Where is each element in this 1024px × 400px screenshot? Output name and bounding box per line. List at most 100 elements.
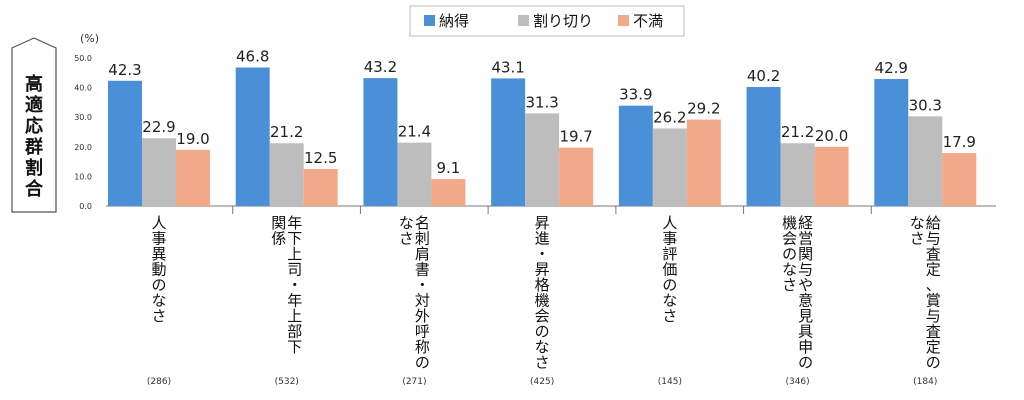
data-label: 29.2	[687, 100, 720, 118]
y-tick-label: 0.0	[79, 202, 92, 211]
data-label: 42.9	[875, 59, 908, 77]
bar	[235, 67, 270, 206]
legend: 納得 割り切り 不満	[409, 5, 685, 37]
category-label-char: 称	[415, 338, 430, 356]
bar	[874, 79, 909, 206]
category-label-char: な	[399, 214, 414, 232]
sample-size-label: (145)	[658, 377, 682, 387]
data-label: 20.0	[815, 127, 848, 145]
category-label-char: 機	[782, 214, 797, 232]
category-label-char: 申	[798, 338, 813, 356]
category-label-char: 年	[287, 214, 302, 232]
category-label-char: 機	[535, 292, 550, 310]
category-label-char: 見	[798, 307, 813, 325]
category-label-char: の	[782, 245, 797, 263]
data-label: 22.9	[142, 118, 175, 136]
category-label-char: 査	[926, 323, 941, 341]
category-label-char: さ	[910, 230, 925, 248]
y-axis-title: 高適応群割合	[25, 73, 44, 200]
category-label-char: 昇	[535, 214, 550, 232]
category-label-char: 賞	[926, 292, 941, 310]
category-label-char: の	[151, 276, 166, 294]
category-label-char: 対	[415, 292, 430, 310]
sample-size-label: (346)	[785, 377, 809, 387]
data-label: 33.9	[619, 86, 652, 104]
category-label-char: な	[662, 292, 677, 310]
category-label-char: 具	[798, 323, 813, 341]
category-label-char: 与	[926, 230, 941, 248]
category-label-char: ・	[287, 276, 302, 294]
y-title-box: 高適応群割合	[11, 37, 57, 213]
category-label-char: 名	[415, 214, 430, 232]
category-label-char: 外	[415, 307, 430, 325]
category-label-char: 査	[926, 245, 941, 263]
bar	[431, 179, 466, 206]
category-label-char: 年	[287, 292, 302, 310]
category-label-char: 事	[151, 230, 166, 248]
category-label-char: 評	[662, 245, 677, 263]
data-label: 17.9	[943, 133, 976, 151]
category-label-char: 呼	[415, 323, 430, 341]
data-label: 31.3	[525, 93, 558, 111]
category-label-char: 定	[926, 338, 941, 356]
data-label: 9.1	[436, 159, 460, 177]
sample-size-labels: (286) (532) (271) (425) (145) (346) (184)	[147, 377, 937, 387]
category-label-char: 下	[287, 230, 302, 248]
bar	[525, 113, 560, 206]
category-label-char: 意	[798, 292, 813, 310]
legend-swatch	[618, 15, 629, 26]
value-labels: 42.322.919.046.821.212.543.221.49.143.13…	[108, 47, 976, 177]
data-label: 21.2	[781, 123, 814, 141]
y-title-arrow-shape	[11, 37, 57, 213]
bar	[746, 87, 781, 206]
bar	[176, 149, 210, 206]
category-label-char: な	[910, 214, 925, 232]
legend-label: 不満	[633, 12, 663, 30]
category-label-char: の	[926, 354, 941, 372]
data-label: 30.3	[909, 96, 942, 114]
bar	[814, 146, 849, 206]
data-label: 19.7	[559, 128, 592, 146]
category-label-char: 上	[287, 245, 302, 263]
category-label-char: 与	[798, 261, 813, 279]
category-label-char: さ	[662, 307, 677, 325]
data-label: 43.1	[491, 58, 524, 76]
category-label-char: 会	[782, 230, 797, 248]
data-label: 43.2	[364, 58, 397, 76]
category-label-char: 会	[535, 307, 550, 325]
category-label-char: 格	[535, 276, 550, 294]
y-axis-title-char: 高	[25, 73, 43, 95]
bar	[303, 169, 338, 206]
sample-size-label: (286)	[147, 377, 171, 387]
data-label: 12.5	[304, 149, 337, 167]
sample-size-label: (271)	[402, 377, 426, 387]
y-axis-title-char: 適	[25, 94, 43, 116]
category-label-char: 人	[151, 214, 166, 232]
bar	[491, 78, 526, 206]
bar	[618, 105, 653, 206]
y-axis-title-char: 合	[25, 178, 44, 200]
category-label-char: 異	[151, 245, 166, 263]
category-label-char: 係	[271, 230, 286, 248]
bar	[397, 142, 432, 206]
legend-frame	[409, 5, 685, 37]
category-label-char: さ	[782, 276, 797, 294]
category-label-char: さ	[399, 230, 414, 248]
bar	[142, 138, 176, 206]
bar	[908, 116, 943, 206]
legend-swatch	[424, 15, 435, 26]
category-label-char: な	[151, 292, 166, 310]
category-labels: 人事異動のなさ年下上司・年上部下関係名刺肩書・対外呼称のなさ昇進・昇格機会のなさ…	[151, 214, 940, 372]
category-label-char: ・	[535, 245, 550, 263]
y-axis-title-char: 応	[25, 115, 43, 137]
category-label-char: の	[535, 323, 550, 341]
legend-swatch	[518, 15, 529, 26]
category-label-char: 関	[798, 245, 813, 263]
category-label-char: の	[662, 276, 677, 294]
bar	[652, 128, 687, 206]
